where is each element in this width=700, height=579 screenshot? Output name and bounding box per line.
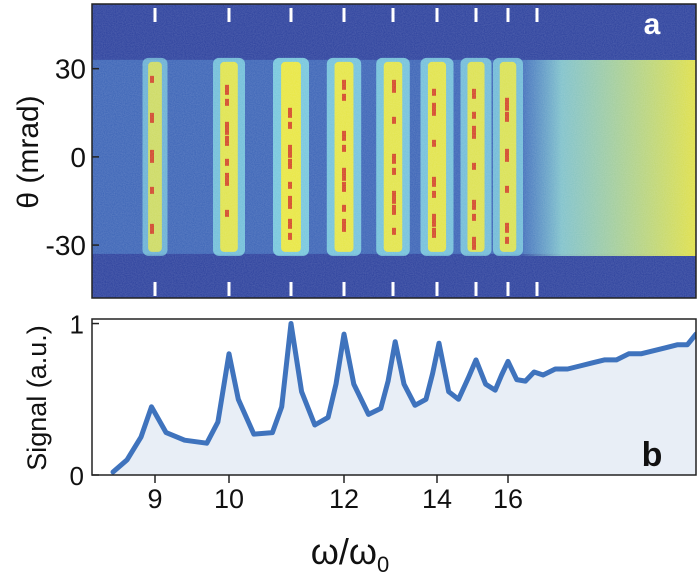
marker-top-13 (391, 8, 395, 22)
marker-top-14 (435, 8, 439, 22)
marker-top-12 (342, 8, 346, 22)
marker-bottom-15 (474, 282, 478, 296)
marker-bottom-11 (289, 282, 293, 296)
panel-b-frame (91, 318, 697, 476)
marker-top-16 (506, 8, 510, 22)
marker-top-10 (227, 8, 231, 22)
panel-a: a 30 0 -30 θ (mrad) (12, 3, 697, 299)
marker-bottom-13 (391, 282, 395, 296)
panel-b-xtick-label: 10 (214, 484, 244, 514)
marker-bottom-17 (535, 282, 539, 296)
signal-area (113, 323, 696, 475)
panel-b-ytick-label: 1 (70, 310, 84, 340)
panel-b-xlabel: ω/ω0 (311, 531, 389, 574)
panel-b-ytick-label: 0 (70, 461, 84, 491)
panel-a-ytick-label: 0 (70, 142, 86, 173)
panel-b-xtick-label: 12 (329, 484, 359, 514)
marker-bottom-12 (342, 282, 346, 296)
marker-bottom-9 (153, 282, 157, 296)
panel-a-label: a (644, 8, 661, 41)
panel-a-y-axis: 30 0 -30 (46, 54, 99, 261)
panel-a-frame (91, 3, 697, 299)
xlabel-main: ω/ω (311, 531, 377, 572)
xlabel-subscript: 0 (377, 552, 389, 574)
marker-top-11 (289, 8, 293, 22)
panel-b-x-axis: 9 10 12 14 16 (147, 475, 523, 514)
marker-top-17 (535, 8, 539, 22)
panel-b: b 01 9 10 12 14 16 Signal (a.u.) ω/ω0 (22, 310, 697, 577)
panel-b-label: b (642, 436, 663, 474)
harmonic-markers-top (153, 8, 539, 22)
panel-a-ylabel: θ (mrad) (12, 95, 45, 208)
panel-a-ytick-label: -30 (46, 230, 86, 261)
panel-a-ytick-label: 30 (55, 54, 86, 85)
panel-b-ylabel: Signal (a.u.) (22, 325, 52, 471)
signal-line (110, 321, 696, 475)
panel-b-xtick-label: 16 (493, 484, 523, 514)
panel-b-y-axis: 01 (70, 310, 99, 491)
marker-bottom-16 (506, 282, 510, 296)
harmonic-markers-bottom (153, 282, 539, 296)
marker-bottom-10 (227, 282, 231, 296)
panel-b-xtick-label: 14 (422, 484, 452, 514)
marker-top-15 (474, 8, 478, 22)
detector-noise (92, 4, 696, 298)
panel-b-xtick-label: 9 (147, 484, 162, 514)
marker-top-9 (153, 8, 157, 22)
marker-bottom-14 (435, 282, 439, 296)
